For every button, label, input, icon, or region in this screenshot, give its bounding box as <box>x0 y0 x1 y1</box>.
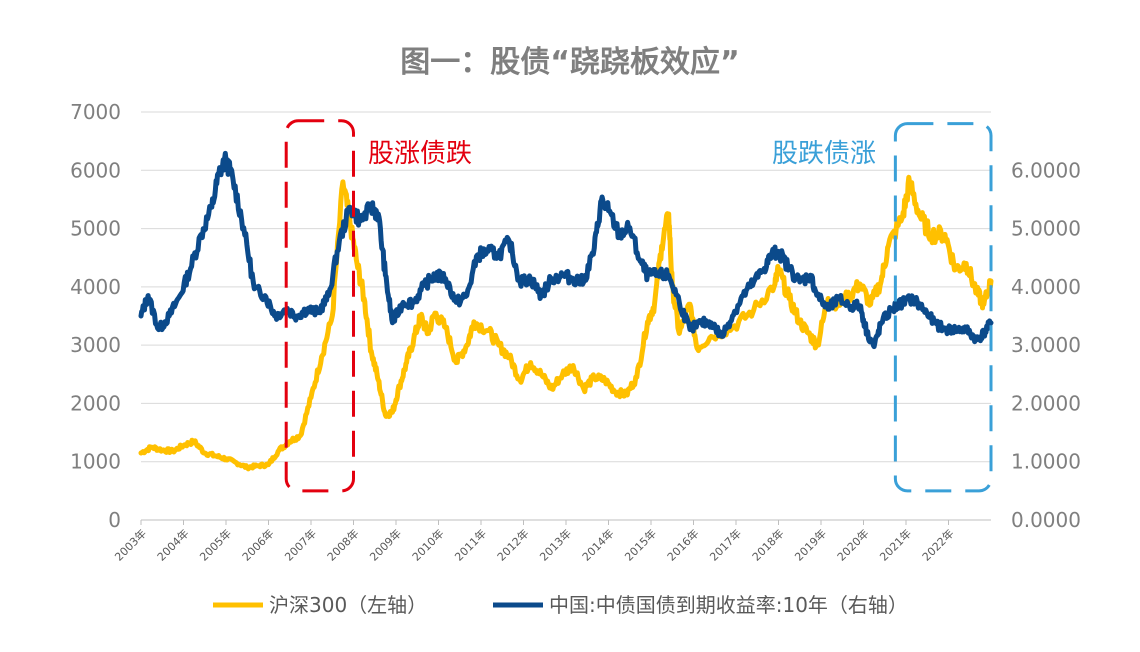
x-tick-label-19: 2022年 <box>919 526 956 563</box>
x-ticks: 2003年 2004年 2005年 2006年 2007年 2008年 2009年 2010年… <box>112 520 957 564</box>
x-tick-label-8: 2011年 <box>452 526 489 563</box>
chart-title: 图一：股债“跷跷板效应” <box>400 45 739 80</box>
annotation-label-red: 股涨债跌 <box>368 139 472 169</box>
annotation-label-blue: 股跌债涨 <box>772 139 876 169</box>
x-tick-label-10: 2013年 <box>537 526 574 563</box>
y-right-tick-5: 5.0000 <box>1011 217 1081 241</box>
legend-label-hs300: 沪深300（左轴） <box>269 593 427 617</box>
y-right-tick-2: 2.0000 <box>1011 391 1081 415</box>
x-tick-label-6: 2009年 <box>367 526 404 563</box>
y-left-ticks: 0 1000 2000 3000 4000 5000 6000 7000 <box>70 100 121 532</box>
y-right-tick-0: 0.0000 <box>1011 508 1081 532</box>
y-left-tick-0: 0 <box>108 508 121 532</box>
y-right-ticks: 0.0000 1.0000 2.0000 3.0000 4.0000 5.0000 6.00… <box>1011 158 1081 532</box>
x-tick-label-1: 2004年 <box>154 526 191 563</box>
y-left-tick-1: 1000 <box>70 450 121 474</box>
y-right-tick-1: 1.0000 <box>1011 450 1081 474</box>
x-tick-label-13: 2016年 <box>664 526 701 563</box>
x-tick-label-14: 2017年 <box>707 526 744 563</box>
series-line-bond-yield <box>138 150 994 350</box>
x-tick-label-11: 2014年 <box>579 526 616 563</box>
x-tick-label-3: 2006年 <box>239 526 276 563</box>
x-tick-label-16: 2019年 <box>792 526 829 563</box>
annotation-box-red <box>284 119 356 493</box>
y-left-tick-2: 2000 <box>70 391 121 415</box>
legend: 沪深300（左轴） 中国:中债国债到期收益率:10年（右轴） <box>213 593 908 617</box>
y-right-tick-4: 4.0000 <box>1011 275 1081 299</box>
x-tick-label-15: 2018年 <box>749 526 786 563</box>
legend-label-bond-yield: 中国:中债国债到期收益率:10年（右轴） <box>549 593 908 617</box>
annotation-box-blue <box>893 122 993 493</box>
y-left-tick-4: 4000 <box>70 275 121 299</box>
x-tick-label-9: 2012年 <box>494 526 531 563</box>
x-tick-label-4: 2007年 <box>282 526 319 563</box>
x-tick-label-17: 2020年 <box>834 526 871 563</box>
x-tick-label-7: 2010年 <box>409 526 446 563</box>
x-tick-label-5: 2008年 <box>324 526 361 563</box>
y-left-tick-3: 3000 <box>70 333 121 357</box>
y-left-tick-5: 5000 <box>70 217 121 241</box>
y-right-tick-6: 6.0000 <box>1011 158 1081 182</box>
x-tick-label-12: 2015年 <box>622 526 659 563</box>
y-left-tick-6: 6000 <box>70 158 121 182</box>
x-tick-label-18: 2021年 <box>877 526 914 563</box>
y-right-tick-3: 3.0000 <box>1011 333 1081 357</box>
x-tick-label-2: 2005年 <box>197 526 234 563</box>
y-left-tick-7: 7000 <box>70 100 121 124</box>
